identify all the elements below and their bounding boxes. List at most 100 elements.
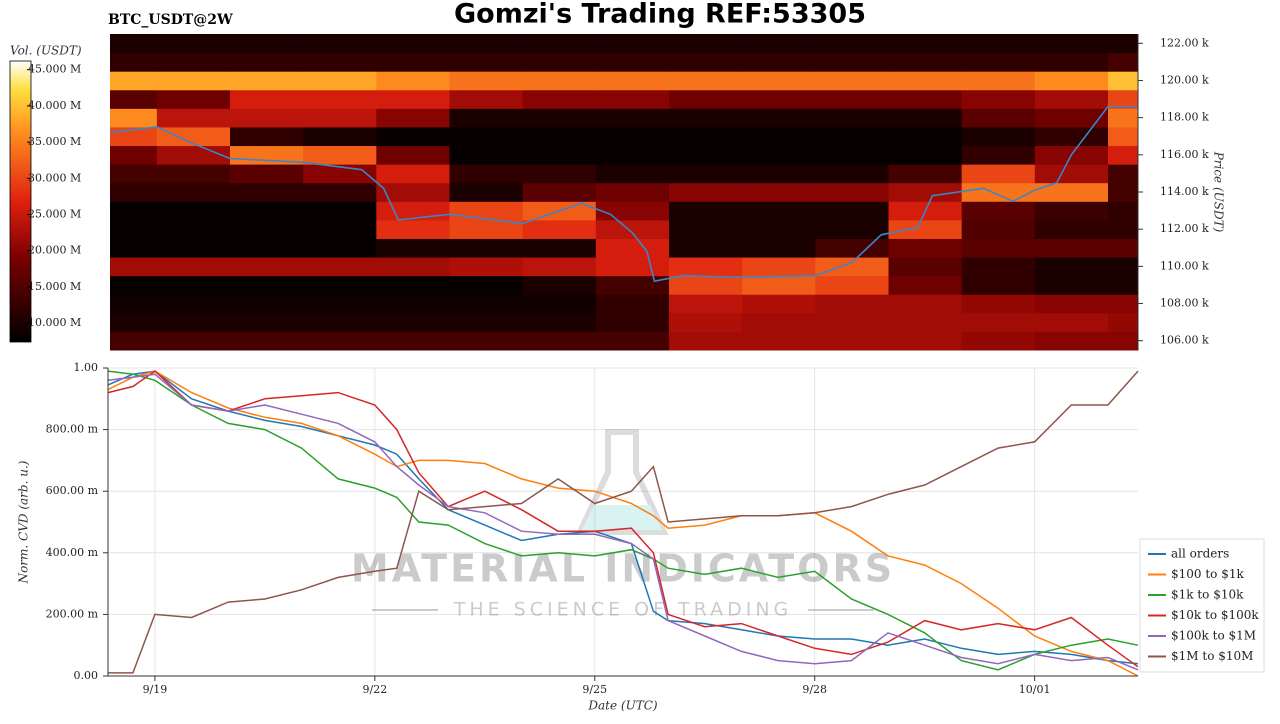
heat-cell bbox=[229, 219, 304, 239]
heat-cell bbox=[449, 257, 524, 277]
heat-cell bbox=[595, 108, 670, 128]
heat-cell bbox=[229, 164, 304, 184]
heat-cell bbox=[961, 145, 1036, 165]
heat-cell bbox=[376, 275, 450, 295]
heat-cell bbox=[156, 275, 231, 295]
heat-cell bbox=[229, 257, 304, 277]
heat-cell bbox=[742, 34, 816, 54]
heat-cell bbox=[110, 219, 158, 239]
heat-cell bbox=[1034, 164, 1109, 184]
heat-cell bbox=[303, 294, 377, 314]
heat-cell bbox=[229, 34, 304, 54]
heat-cell bbox=[522, 71, 597, 91]
heat-cell bbox=[595, 164, 670, 184]
heat-cell bbox=[668, 257, 743, 277]
heat-cell bbox=[376, 164, 450, 184]
y-tick-label: 110.00 k bbox=[1160, 259, 1209, 272]
heat-cell bbox=[229, 238, 304, 258]
heat-cell bbox=[961, 164, 1036, 184]
heat-cell bbox=[376, 182, 450, 202]
heat-cell bbox=[815, 275, 889, 295]
heat-cell bbox=[376, 34, 450, 54]
heat-cell bbox=[229, 182, 304, 202]
heat-cell bbox=[376, 145, 450, 165]
heat-cell bbox=[668, 126, 743, 147]
heat-cell bbox=[961, 257, 1036, 277]
chart-subtitle: BTC_USDT@2W bbox=[108, 12, 233, 28]
heat-cell bbox=[668, 34, 743, 54]
heat-cell bbox=[668, 331, 743, 351]
heat-cell bbox=[303, 201, 377, 221]
colorbar-label: Vol. (USDT) bbox=[10, 44, 82, 58]
heat-cell bbox=[742, 126, 816, 147]
heat-cell bbox=[888, 312, 963, 332]
heat-cell bbox=[668, 201, 743, 221]
heat-cell bbox=[522, 108, 597, 128]
heat-cell bbox=[303, 145, 377, 165]
heat-cell bbox=[522, 257, 597, 277]
heat-cell bbox=[742, 312, 816, 332]
heat-cell bbox=[156, 52, 231, 72]
heat-cell bbox=[110, 238, 158, 258]
heat-cell bbox=[595, 219, 670, 239]
heat-cell bbox=[595, 294, 670, 314]
series-line bbox=[108, 370, 1139, 674]
heat-cell bbox=[303, 219, 377, 239]
y-tick-label: 112.00 k bbox=[1160, 222, 1209, 235]
heatmap-panel: 106.00 k 108.00 k 110.00 k 112.00 k 114.00 k… bbox=[9, 34, 1209, 351]
heat-cell bbox=[522, 126, 597, 147]
heat-cell bbox=[1034, 294, 1109, 314]
heat-cell bbox=[595, 89, 670, 109]
x-tick-label: 9/25 bbox=[582, 683, 607, 696]
heat-cell bbox=[595, 201, 670, 221]
y-axis-label: Norm. CVD (arb. u.) bbox=[17, 460, 31, 584]
heat-cell bbox=[1108, 294, 1139, 314]
heat-cell bbox=[522, 89, 597, 109]
colorbar-tick-label: 25.000 M bbox=[28, 208, 81, 221]
heat-cell bbox=[156, 238, 231, 258]
heat-cell bbox=[156, 294, 231, 314]
heat-cell bbox=[961, 126, 1036, 147]
heat-cell bbox=[1108, 238, 1139, 258]
heat-cell bbox=[156, 145, 231, 165]
series-line bbox=[107, 373, 1139, 671]
y-tick-label: 200.00 m bbox=[46, 607, 99, 620]
colorbar-tick-label: 30.000 M bbox=[28, 171, 81, 184]
heat-cell bbox=[595, 275, 670, 295]
x-tick-label: 9/22 bbox=[362, 683, 387, 696]
heat-cell bbox=[1034, 238, 1109, 258]
heat-cell bbox=[742, 257, 816, 277]
heat-cell bbox=[376, 89, 450, 109]
heat-cell bbox=[110, 89, 158, 109]
heat-cell bbox=[961, 34, 1036, 54]
heat-cell bbox=[376, 257, 450, 277]
heat-cell bbox=[449, 164, 524, 184]
heat-cell bbox=[156, 201, 231, 221]
heat-cell bbox=[815, 219, 889, 239]
heat-cell bbox=[376, 331, 450, 351]
heat-cell bbox=[522, 219, 597, 239]
y-tick-label: 106.00 k bbox=[1160, 334, 1209, 347]
heat-cell bbox=[742, 201, 816, 221]
heat-cell bbox=[303, 34, 377, 54]
colorbar-tick-label: 35.000 M bbox=[28, 135, 81, 148]
heat-cell bbox=[1108, 34, 1139, 54]
heat-cell bbox=[961, 238, 1036, 258]
heat-cell bbox=[742, 52, 816, 72]
heat-cell bbox=[449, 182, 524, 202]
heat-cell bbox=[888, 34, 963, 54]
heat-cell bbox=[961, 294, 1036, 314]
heat-cell bbox=[742, 71, 816, 91]
heat-cell bbox=[1108, 52, 1139, 72]
heat-cell bbox=[522, 312, 597, 332]
heat-cell bbox=[742, 108, 816, 128]
heat-cell bbox=[888, 126, 963, 147]
heat-cell bbox=[888, 52, 963, 72]
heat-cell bbox=[888, 238, 963, 258]
heat-cell bbox=[815, 312, 889, 332]
heat-cell bbox=[742, 164, 816, 184]
heat-cell bbox=[742, 331, 816, 351]
heat-cell bbox=[595, 126, 670, 147]
heat-cell bbox=[668, 182, 743, 202]
legend-entry: $1M to $10M bbox=[1171, 649, 1253, 663]
